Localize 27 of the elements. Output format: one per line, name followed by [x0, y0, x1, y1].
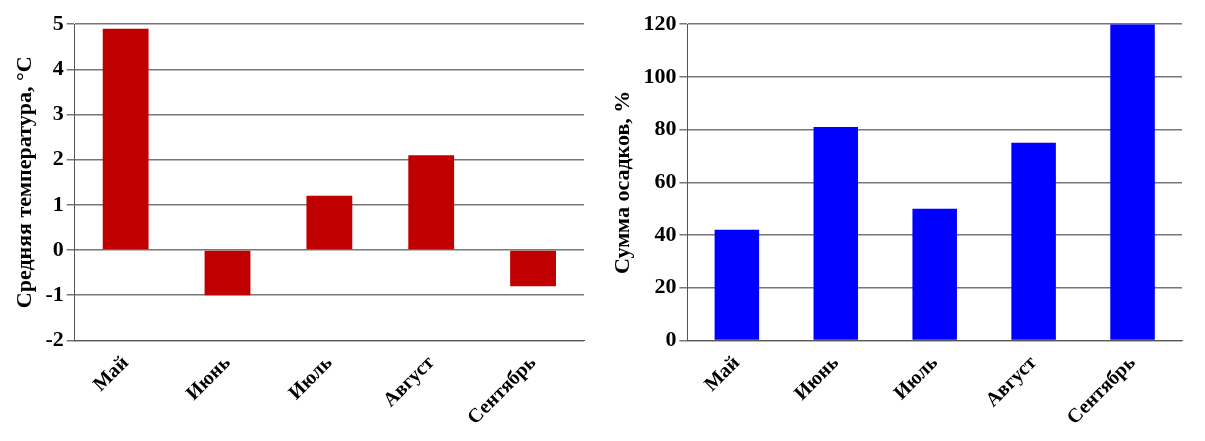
y-tick-label: 1	[52, 190, 64, 216]
bar	[306, 195, 353, 250]
y-tick-label: 3	[52, 100, 64, 126]
bar	[813, 126, 859, 340]
bar	[1110, 24, 1155, 340]
y-tick-label: 120	[643, 9, 677, 35]
y-tick-label: 2	[52, 145, 64, 171]
bar	[102, 28, 149, 250]
bar	[912, 208, 957, 340]
y-axis-title: Средняя температура, °С	[10, 56, 36, 309]
y-tick-label: 0	[665, 326, 677, 352]
bar	[408, 155, 455, 250]
y-tick-label: 60	[654, 167, 677, 193]
y-tick-label: 80	[654, 115, 677, 141]
bar	[510, 250, 556, 287]
y-tick-label: -1	[45, 280, 64, 306]
bar	[204, 250, 251, 296]
y-tick-label: 40	[654, 220, 677, 246]
y-tick-label: -2	[45, 326, 64, 352]
y-tick-label: 4	[52, 55, 64, 81]
bar	[1011, 142, 1056, 340]
y-tick-label: 20	[654, 273, 677, 299]
bar	[714, 229, 760, 340]
y-tick-label: 100	[643, 62, 677, 88]
y-axis-title: Сумма осадков, %	[608, 90, 634, 274]
y-tick-label: 5	[52, 9, 64, 35]
y-tick-label: 0	[52, 235, 64, 261]
